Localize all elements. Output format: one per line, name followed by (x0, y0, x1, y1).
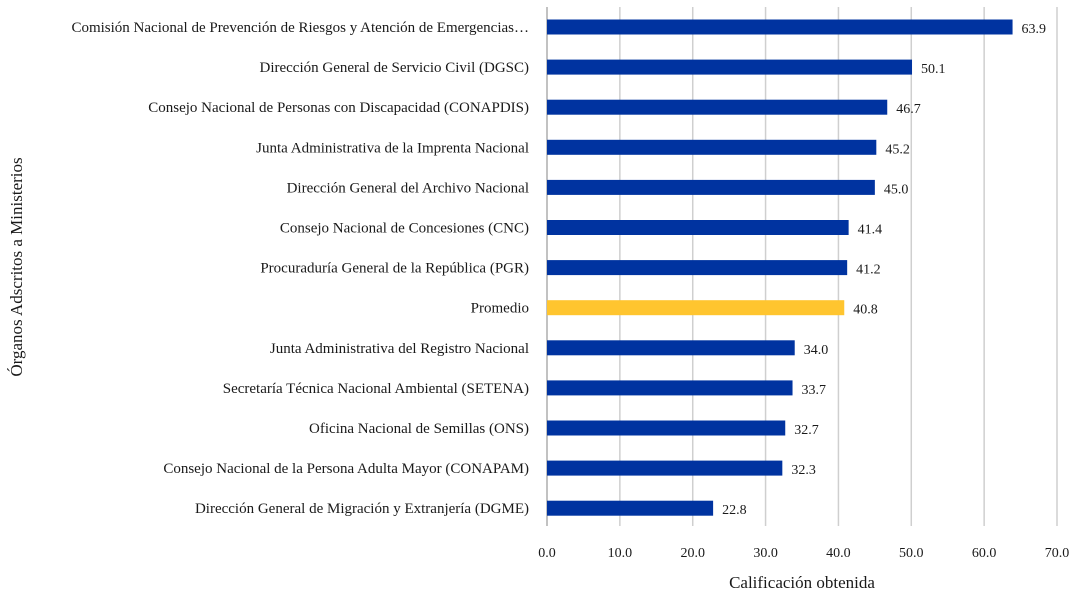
x-axis-title: Calificación obtenida (729, 573, 875, 592)
x-tick-label: 70.0 (1045, 546, 1070, 561)
category-labels: Comisión Nacional de Prevención de Riesg… (71, 20, 529, 517)
x-tick-label: 30.0 (753, 546, 778, 561)
bar (547, 340, 795, 356)
value-label: 45.2 (885, 142, 910, 157)
bars (547, 19, 1013, 516)
x-tick-label: 10.0 (608, 546, 633, 561)
category-label: Consejo Nacional de la Persona Adulta Ma… (163, 461, 529, 477)
value-label: 33.7 (802, 383, 827, 398)
category-label: Consejo Nacional de Personas con Discapa… (148, 100, 529, 116)
x-tick-labels: 0.0 10.0 20.0 30.0 40.0 50.0 60.0 70.0 (538, 546, 1069, 561)
x-tick-label: 50.0 (899, 546, 924, 561)
value-label: 41.4 (858, 223, 883, 238)
value-label: 34.0 (804, 343, 829, 358)
category-label: Secretaría Técnica Nacional Ambiental (S… (223, 381, 529, 397)
value-label: 45.0 (884, 182, 909, 197)
value-label: 46.7 (896, 102, 921, 117)
category-label: Dirección General de Servicio Civil (DGS… (259, 60, 529, 76)
category-label: Junta Administrativa del Registro Nacion… (270, 341, 529, 357)
x-tick-label: 20.0 (680, 546, 705, 561)
bar (547, 59, 913, 75)
value-label: 41.2 (856, 263, 881, 278)
category-label: Junta Administrativa de la Imprenta Naci… (256, 140, 529, 156)
category-label: Dirección General de Migración y Extranj… (195, 501, 529, 517)
bar (547, 420, 786, 436)
bar (547, 19, 1013, 35)
bar (547, 380, 793, 396)
category-label: Procuraduría General de la República (PG… (260, 261, 529, 277)
category-label: Consejo Nacional de Concesiones (CNC) (280, 221, 529, 237)
value-label: 32.3 (791, 463, 816, 478)
bar (547, 260, 848, 276)
category-label: Comisión Nacional de Prevención de Riesg… (71, 20, 529, 36)
x-tick-label: 40.0 (826, 546, 851, 561)
category-label: Promedio (471, 301, 529, 317)
bar (547, 460, 783, 476)
bar (547, 500, 714, 516)
bar (547, 220, 849, 235)
bar-promedio (547, 300, 845, 316)
value-labels: 63.9 50.1 46.7 45.2 45.0 41.4 41.2 40.8 34.0 33.7… (722, 22, 1046, 518)
bar (547, 179, 875, 195)
value-label: 22.8 (722, 503, 747, 518)
category-label: Oficina Nacional de Semillas (ONS) (309, 421, 529, 437)
value-label: 63.9 (1022, 22, 1047, 37)
value-label: 50.1 (921, 62, 946, 77)
bar (547, 99, 888, 115)
x-tick-label: 0.0 (538, 546, 556, 561)
bar (547, 139, 877, 155)
y-axis-title: Órganos Adscritos a Ministerios (7, 157, 26, 376)
category-label: Dirección General del Archivo Nacional (287, 180, 529, 196)
x-tick-label: 60.0 (972, 546, 997, 561)
value-label: 32.7 (794, 423, 819, 438)
value-label: 40.8 (853, 303, 878, 318)
